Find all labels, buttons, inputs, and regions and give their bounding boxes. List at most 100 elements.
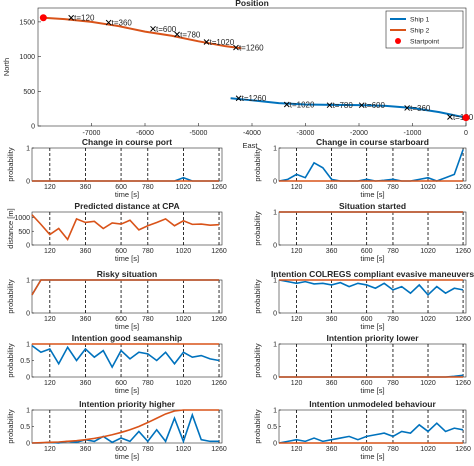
x-tick-label: 600 <box>115 380 127 387</box>
x-tick-label: 780 <box>142 248 154 255</box>
time-marker-label: t=120 <box>74 14 95 23</box>
y-tick-label: 0 <box>26 441 30 448</box>
y-tick-label: 1 <box>273 210 277 217</box>
legend-label: Ship 1 <box>410 17 429 24</box>
x-tick-label: 360 <box>80 446 92 453</box>
x-tick-label: 780 <box>142 446 154 453</box>
y-tick-label: 1500 <box>19 19 35 26</box>
y-tick-label: 0 <box>273 375 277 382</box>
x-tick-label: 120 <box>291 316 303 323</box>
y-tick-label: 500 <box>23 89 35 96</box>
x-tick-label: 360 <box>326 316 338 323</box>
x-tick-label: 120 <box>291 380 303 387</box>
x-tick-label: 1260 <box>455 446 471 453</box>
x-tick-label: 1260 <box>211 248 227 255</box>
y-tick-label: 1 <box>273 278 277 285</box>
subplot-title: Change in course starboard <box>316 137 429 147</box>
x-axis-label: time [s] <box>115 386 139 395</box>
y-tick-label: 1 <box>273 408 277 415</box>
subplot-title: Intention priority higher <box>79 399 176 409</box>
x-tick-label: 120 <box>44 248 56 255</box>
time-marker <box>326 102 333 109</box>
subplot-title: Situation started <box>339 201 406 211</box>
x-axis-label: time [s] <box>360 322 384 331</box>
y-axis-label: probability <box>6 147 15 181</box>
x-axis-label: time [s] <box>360 386 384 395</box>
x-tick-label: -2000 <box>350 130 368 137</box>
x-tick-label: 1260 <box>455 184 471 191</box>
subplot-title: Intention COLREGS compliant evasive mane… <box>271 269 474 279</box>
series-line <box>278 422 464 444</box>
time-marker <box>233 44 239 51</box>
time-marker <box>404 105 411 111</box>
y-axis-label: distance [m] <box>6 208 15 248</box>
x-tick-label: -4000 <box>243 130 261 137</box>
y-tick-label: 0.5 <box>267 424 277 431</box>
x-tick-label: 1260 <box>455 248 471 255</box>
x-tick-label: 600 <box>361 248 373 255</box>
series-line <box>230 97 467 119</box>
x-tick-label: 1260 <box>211 316 227 323</box>
startpoint-marker <box>39 14 47 22</box>
x-tick-label: 600 <box>361 316 373 323</box>
x-tick-label: 1020 <box>176 316 192 323</box>
y-tick-label: 0 <box>26 311 30 318</box>
x-tick-label: 600 <box>115 184 127 191</box>
y-tick-label: 1 <box>273 342 277 349</box>
x-tick-label: 360 <box>80 184 92 191</box>
x-axis-label: time [s] <box>115 322 139 331</box>
time-marker <box>283 101 290 108</box>
series-line <box>31 214 220 242</box>
y-tick-label: 1 <box>26 146 30 153</box>
x-tick-label: 780 <box>387 184 399 191</box>
y-tick-label: 1 <box>26 408 30 415</box>
x-tick-label: 120 <box>291 248 303 255</box>
subplot-area <box>278 343 467 378</box>
x-tick-label: 0 <box>464 130 468 137</box>
x-axis-label: time [s] <box>360 190 384 199</box>
y-axis-label: North <box>2 58 11 76</box>
time-marker-label: t=1020 <box>290 100 315 109</box>
series-line <box>31 409 220 444</box>
x-tick-label: 1020 <box>176 380 192 387</box>
subplot-title: Intention priority lower <box>326 333 419 343</box>
x-tick-label: 120 <box>291 184 303 191</box>
y-axis-label: probability <box>253 211 262 245</box>
y-tick-label: 1 <box>26 278 30 285</box>
x-tick-label: -6000 <box>136 130 154 137</box>
y-tick-label: 0 <box>273 243 277 250</box>
x-tick-label: 360 <box>80 380 92 387</box>
x-tick-label: 1260 <box>455 380 471 387</box>
subplot-title: Intention good seamanship <box>72 333 183 343</box>
x-tick-label: 360 <box>80 316 92 323</box>
subplot-title: Change in course port <box>82 137 172 147</box>
y-tick-label: 500 <box>18 229 30 236</box>
time-marker-label: t=600 <box>365 101 386 110</box>
x-tick-label: 120 <box>291 446 303 453</box>
time-marker <box>358 102 365 109</box>
x-tick-label: 1020 <box>420 248 436 255</box>
x-tick-label: 1260 <box>211 380 227 387</box>
y-axis-label: probability <box>6 343 15 377</box>
x-tick-label: 1020 <box>420 380 436 387</box>
y-axis-label: probability <box>253 279 262 313</box>
y-tick-label: 0 <box>31 124 35 131</box>
x-tick-label: 120 <box>44 380 56 387</box>
y-axis-label: probability <box>6 409 15 443</box>
x-tick-label: 600 <box>361 380 373 387</box>
startpoint-marker <box>462 114 470 122</box>
time-marker <box>447 114 453 120</box>
y-tick-label: 0 <box>273 311 277 318</box>
y-tick-label: 0 <box>26 375 30 382</box>
x-axis-label: time [s] <box>360 452 384 461</box>
subplot-area <box>31 211 223 246</box>
series-line <box>31 345 220 369</box>
x-tick-label: 360 <box>326 446 338 453</box>
series-line <box>278 149 464 182</box>
time-marker-label: t=780 <box>333 101 354 110</box>
y-tick-label: 0 <box>273 179 277 186</box>
x-tick-label: 1260 <box>211 446 227 453</box>
x-tick-label: 120 <box>44 316 56 323</box>
y-tick-label: 1 <box>26 342 30 349</box>
